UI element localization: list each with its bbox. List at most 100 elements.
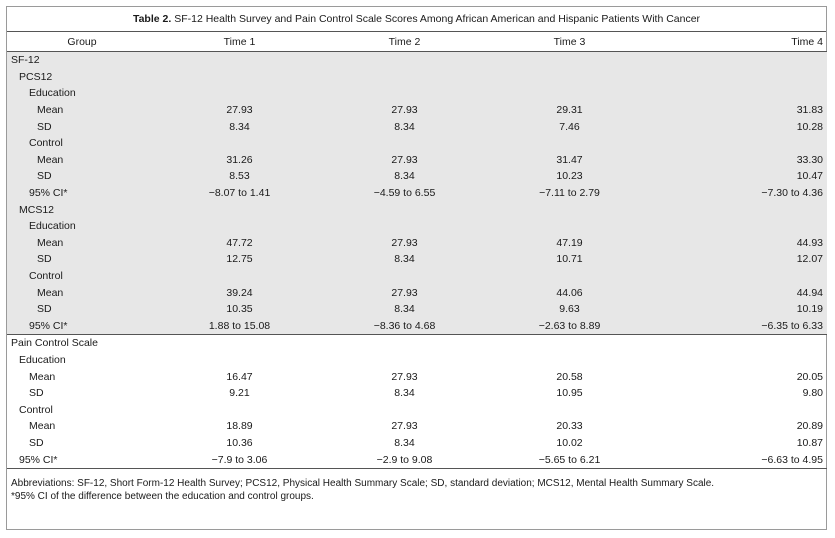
cell-time-2: 8.34	[322, 251, 487, 268]
table-row: SD 10.35 8.34 9.63 10.19	[7, 300, 827, 318]
table-row: Mean 18.89 27.93 20.33 20.89	[7, 418, 827, 435]
cell-time-1	[157, 68, 322, 86]
cell-time-1: 18.89	[226, 420, 253, 433]
cell-time-2: −4.59 to 6.55	[322, 184, 487, 202]
cell-time-3: 31.47	[487, 151, 652, 169]
row-label: Mean	[7, 101, 157, 119]
cell-time-4	[652, 68, 827, 86]
table-row: SD 9.21 8.34 10.95 9.80	[7, 385, 827, 402]
cell-time-1	[157, 217, 322, 235]
cell-time-4: 12.07	[652, 251, 827, 268]
cell-time-3	[487, 334, 652, 352]
cell-time-1	[157, 352, 322, 369]
row-label: 95% CI*	[7, 451, 157, 469]
cell-time-3: 7.46	[487, 118, 652, 135]
table-row: PCS12	[7, 68, 827, 86]
header-time-1: Time 1	[157, 32, 322, 52]
row-label: SD	[29, 436, 44, 449]
table-row: Control	[7, 267, 827, 285]
row-label: Control	[19, 403, 53, 416]
table-body: SF-12 PCS12 Education Mean 27.93 27.93 29.31 31…	[7, 51, 827, 469]
row-label: Mean	[29, 370, 56, 383]
header-group: Group	[7, 32, 157, 52]
cell-time-4: 31.83	[652, 101, 827, 119]
table-frame: Table 2. SF-12 Health Survey and Pain Co…	[6, 6, 827, 530]
cell-time-2: −8.36 to 4.68	[322, 317, 487, 335]
cell-time-3: 20.58	[556, 370, 583, 383]
table-row: Mean 27.93 27.93 29.31 31.83	[7, 101, 827, 119]
cell-time-1: −7.9 to 3.06	[157, 451, 322, 469]
row-label: Mean	[7, 151, 157, 169]
cell-time-3: −2.63 to 8.89	[487, 317, 652, 335]
row-label: Pain Control Scale	[7, 334, 157, 352]
cell-time-1: 10.35	[157, 300, 322, 318]
cell-time-1: 9.21	[229, 387, 250, 400]
row-label: PCS12	[7, 68, 157, 86]
cell-time-3: −7.11 to 2.79	[487, 184, 652, 202]
cell-time-1: 8.53	[157, 168, 322, 185]
cell-time-1: 31.26	[157, 151, 322, 169]
table-row: 95% CI* −7.9 to 3.06 −2.9 to 9.08 −5.65 to …	[7, 451, 827, 469]
cell-time-1	[157, 85, 322, 102]
cell-time-4	[652, 267, 827, 285]
table-row: SD 12.75 8.34 10.71 12.07	[7, 251, 827, 268]
abbreviations-note: Abbreviations: SF-12, Short Form-12 Heal…	[11, 477, 715, 489]
cell-time-1: 47.72	[157, 234, 322, 252]
cell-time-1	[157, 51, 322, 69]
cell-time-1: 39.24	[157, 284, 322, 301]
cell-time-2: 27.93	[322, 234, 487, 252]
cell-time-4: 9.80	[802, 387, 823, 400]
cell-time-1	[157, 401, 322, 418]
table-row: Education	[7, 217, 827, 235]
cell-time-3: 47.19	[487, 234, 652, 252]
table-number: Table 2.	[132, 13, 172, 25]
cell-time-4: 44.93	[652, 234, 827, 252]
cell-time-2: 8.34	[394, 436, 415, 449]
cell-time-2: 8.34	[394, 387, 415, 400]
table-row: Control	[7, 401, 827, 418]
table-row: Mean 39.24 27.93 44.06 44.94	[7, 284, 827, 301]
row-label: SF-12	[7, 51, 157, 69]
cell-time-4: 20.89	[796, 420, 823, 433]
cell-time-2: 27.93	[322, 151, 487, 169]
cell-time-3: 29.31	[487, 101, 652, 119]
cell-time-2	[322, 401, 487, 418]
cell-time-1: 16.47	[226, 370, 253, 383]
cell-time-4: 20.05	[796, 370, 823, 383]
cell-time-3: 10.71	[487, 251, 652, 268]
cell-time-1: 10.36	[226, 436, 253, 449]
cell-time-4	[652, 334, 827, 352]
cell-time-2	[322, 201, 487, 218]
row-label: 95% CI*	[7, 184, 157, 202]
cell-time-1	[157, 334, 322, 352]
cell-time-3	[487, 134, 652, 152]
cell-time-4: 10.87	[796, 436, 823, 449]
table-row: Education	[7, 85, 827, 102]
cell-time-2	[322, 334, 487, 352]
table-row: SD 10.36 8.34 10.02 10.87	[7, 435, 827, 452]
cell-time-2: 27.93	[391, 420, 418, 433]
row-label: Mean	[7, 234, 157, 252]
cell-time-3	[487, 51, 652, 69]
header-time-2: Time 2	[322, 32, 487, 52]
cell-time-2	[322, 51, 487, 69]
cell-time-4	[652, 85, 827, 102]
header-time-4: Time 4	[652, 32, 827, 52]
cell-time-4	[652, 217, 827, 235]
cell-time-3: −5.65 to 6.21	[487, 451, 652, 469]
row-label: SD	[7, 251, 157, 268]
table-row: Mean 31.26 27.93 31.47 33.30	[7, 151, 827, 169]
cell-time-4: −6.35 to 6.33	[652, 317, 827, 335]
cell-time-2	[322, 267, 487, 285]
table-row: 95% CI* −8.07 to 1.41 −4.59 to 6.55 −7.11 t…	[7, 184, 827, 202]
cell-time-3: 20.33	[556, 420, 583, 433]
cell-time-4	[652, 134, 827, 152]
cell-time-2: 8.34	[322, 168, 487, 185]
row-label: Education	[7, 217, 157, 235]
cell-time-3	[487, 352, 652, 369]
cell-time-2	[322, 134, 487, 152]
row-label: SD	[7, 300, 157, 318]
cell-time-4: −6.63 to 4.95	[652, 451, 827, 469]
cell-time-4: 44.94	[652, 284, 827, 301]
cell-time-2	[322, 352, 487, 369]
